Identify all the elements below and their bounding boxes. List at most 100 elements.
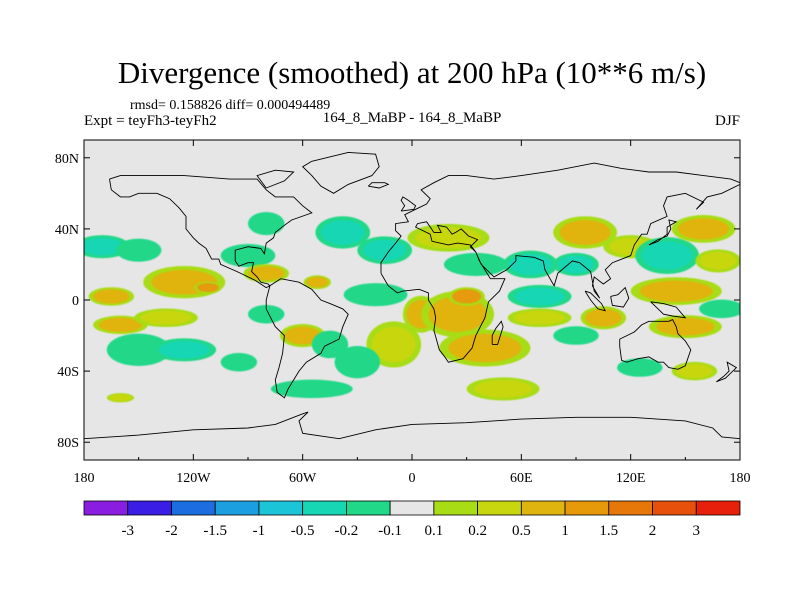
colorbar-label-1: -2 bbox=[165, 523, 178, 539]
colorbar-label-3: -1 bbox=[253, 523, 266, 539]
coastline-new-guinea bbox=[650, 301, 687, 319]
colorbar-label-13: 3 bbox=[693, 523, 701, 539]
colorbar-label-10: 1 bbox=[561, 523, 569, 539]
coastline-africa-eurasia bbox=[380, 162, 740, 363]
field-contour-29 bbox=[450, 255, 502, 274]
colorbar-swatch-14 bbox=[695, 500, 741, 516]
field-contour-8 bbox=[158, 340, 210, 359]
y-tick-label-0: 80N bbox=[55, 152, 79, 167]
y-tick-label-2: 0 bbox=[72, 294, 79, 309]
field-contour-38 bbox=[641, 241, 693, 270]
colorbar-swatch-5 bbox=[302, 500, 347, 516]
colorbar-label-9: 0.5 bbox=[512, 523, 531, 539]
field-contour-11 bbox=[251, 214, 281, 233]
field-contour-22 bbox=[339, 349, 376, 375]
divergence-field bbox=[84, 212, 740, 403]
field-contour-26 bbox=[448, 333, 522, 363]
coastline-iceland bbox=[367, 182, 390, 189]
colorbar-swatch-7 bbox=[389, 500, 435, 516]
field-contour-14 bbox=[284, 326, 321, 345]
field-contour-21 bbox=[371, 326, 416, 363]
field-contour-33 bbox=[557, 328, 595, 343]
field-contour-18 bbox=[320, 220, 365, 245]
colorbar-swatch-8 bbox=[433, 500, 479, 516]
coastline-new-zealand bbox=[716, 361, 738, 383]
coastline-japan bbox=[648, 219, 678, 246]
field-contour-6 bbox=[140, 310, 192, 325]
field-contour-0 bbox=[84, 237, 125, 256]
y-tick-label-4: 80S bbox=[57, 436, 79, 451]
y-tick-label-3: 40S bbox=[57, 365, 79, 380]
field-contour-13 bbox=[251, 307, 281, 322]
colorbar-swatch-3 bbox=[214, 500, 260, 516]
colorbar-swatch-12 bbox=[608, 500, 653, 516]
field-contour-43 bbox=[699, 252, 737, 270]
colorbar-swatch-9 bbox=[477, 500, 522, 516]
x-tick-label-4: 60E bbox=[510, 471, 533, 486]
field-contour-41 bbox=[656, 317, 715, 336]
season-label: DJF bbox=[715, 113, 740, 129]
coastline-greenland bbox=[301, 151, 380, 194]
chart-title: Divergence (smoothed) at 200 hPa (10**6 … bbox=[118, 55, 706, 90]
field-contour-46 bbox=[109, 394, 132, 402]
coastline-australia bbox=[619, 319, 692, 370]
colorbar-label-6: -0.1 bbox=[378, 523, 402, 539]
experiment-label: Expt = teyFh3-teyFh2 bbox=[84, 113, 217, 129]
field-contour-25 bbox=[452, 289, 482, 304]
coastlines bbox=[84, 151, 740, 440]
coastline-north-america bbox=[109, 175, 313, 289]
coastline-antarctica bbox=[84, 411, 740, 440]
colorbar-label-0: -3 bbox=[121, 523, 134, 539]
colorbar-label-11: 1.5 bbox=[599, 523, 618, 539]
y-axis: 80N 40N 0 40S 80S bbox=[55, 152, 740, 451]
colorbar-swatch-2 bbox=[171, 500, 216, 516]
field-contour-35 bbox=[559, 220, 611, 245]
coastline-borneo bbox=[610, 286, 630, 308]
stats-label: rmsd= 0.158826 diff= 0.000494489 bbox=[130, 98, 330, 113]
field-contour-30 bbox=[508, 253, 553, 276]
colorbar-label-2: -1.5 bbox=[203, 523, 227, 539]
field-contour-45 bbox=[621, 360, 658, 375]
field-contour-27 bbox=[473, 380, 533, 398]
field-contour-19 bbox=[362, 239, 407, 261]
colorbar: -3 -2 -1.5 -1 -0.5 -0.2 -0.1 0.1 0.2 0.5 1 1.5 2 3 bbox=[83, 500, 741, 539]
colorbar-label-12: 2 bbox=[649, 523, 657, 539]
field-contour-1 bbox=[120, 241, 157, 260]
x-tick-label-3: 0 bbox=[409, 471, 416, 486]
y-tick-label-1: 40N bbox=[55, 223, 79, 238]
field-contour-24 bbox=[428, 296, 487, 332]
field-contour-36 bbox=[557, 255, 595, 274]
field-contour-42 bbox=[703, 301, 740, 316]
colorbar-label-4: -0.5 bbox=[291, 523, 315, 539]
field-contour-9 bbox=[224, 355, 254, 370]
x-tick-label-0: 180 bbox=[74, 471, 95, 486]
colorbar-swatch-4 bbox=[258, 500, 304, 516]
field-contour-10 bbox=[226, 246, 270, 265]
case-label: 164_8_MaBP - 164_8_MaBP bbox=[323, 110, 502, 126]
field-contour-44 bbox=[676, 364, 713, 379]
coastline-baffin bbox=[256, 169, 295, 189]
field-contour-40 bbox=[639, 280, 713, 302]
x-tick-label-5: 120E bbox=[616, 471, 646, 486]
x-tick-label-1: 120W bbox=[176, 471, 211, 486]
field-contour-3 bbox=[196, 283, 219, 292]
colorbar-swatch-6 bbox=[345, 500, 391, 516]
x-axis: 180 120W 60W 0 60E 120E 180 bbox=[74, 140, 751, 486]
field-contour-32 bbox=[514, 310, 566, 325]
colorbar-label-8: 0.2 bbox=[468, 523, 487, 539]
colorbar-label-5: -0.2 bbox=[335, 523, 359, 539]
field-contour-15 bbox=[278, 381, 345, 396]
coastline-sumatra bbox=[584, 290, 607, 312]
field-contour-4 bbox=[93, 289, 130, 304]
colorbar-swatch-1 bbox=[127, 500, 172, 516]
colorbar-swatch-13 bbox=[652, 500, 697, 516]
x-tick-label-2: 60W bbox=[289, 471, 317, 486]
field-contour-31 bbox=[514, 287, 566, 306]
coastline-madagascar bbox=[491, 320, 504, 345]
field-contour-20 bbox=[350, 285, 402, 304]
field-contour-7 bbox=[113, 337, 165, 363]
field-contour-5 bbox=[98, 317, 143, 332]
coastline-uk bbox=[400, 196, 417, 212]
field-contour-34 bbox=[585, 308, 622, 327]
